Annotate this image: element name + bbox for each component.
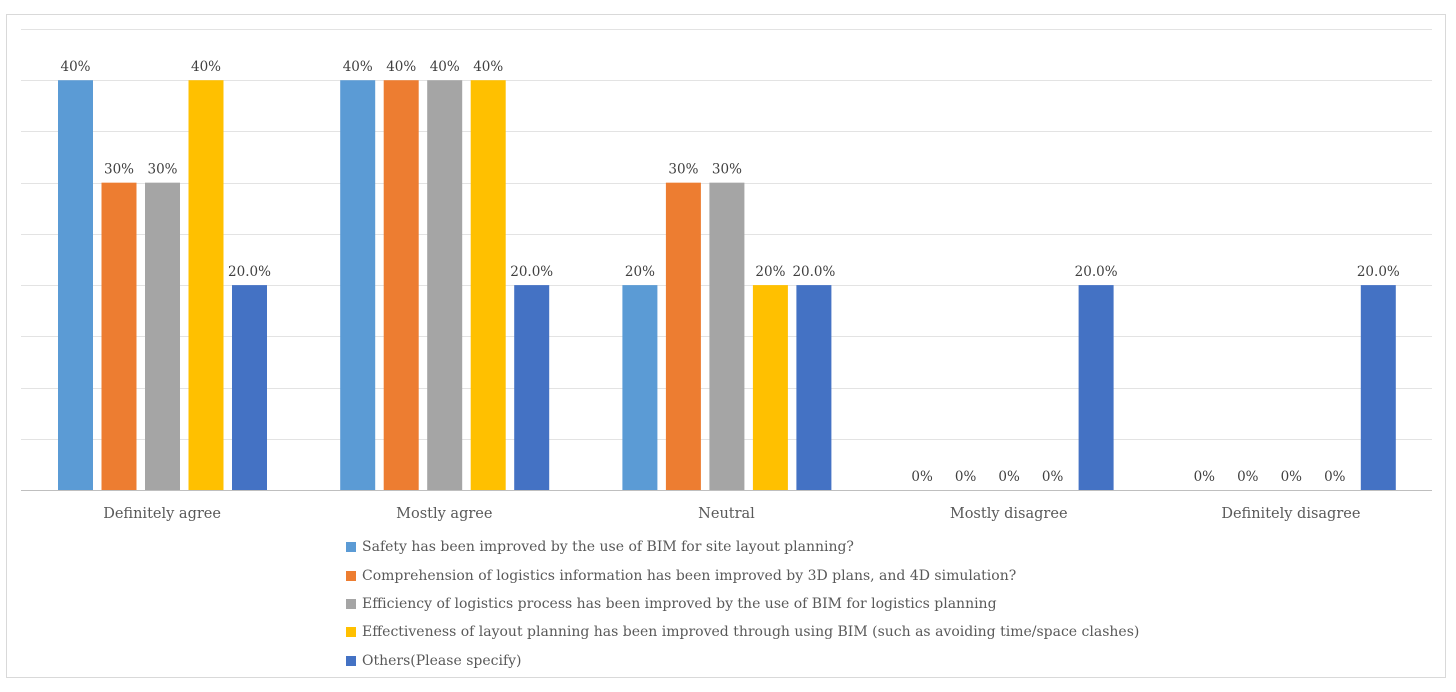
bar: [188, 80, 224, 490]
bar: [709, 182, 745, 490]
data-label: 0%: [955, 469, 977, 485]
data-label: 40%: [60, 59, 90, 75]
category-label: Neutral: [698, 506, 755, 522]
bar: [58, 80, 93, 490]
bar: [383, 80, 419, 490]
data-label: 20.0%: [1075, 264, 1118, 280]
data-label: 20.0%: [228, 264, 271, 280]
data-label: 30%: [147, 162, 177, 178]
bar: [1360, 285, 1396, 490]
data-label: 40%: [386, 59, 416, 75]
category-label: Definitely disagree: [1221, 506, 1360, 522]
bar: [514, 285, 550, 490]
legend-label: Others(Please specify): [362, 652, 522, 669]
category-label: Mostly agree: [396, 506, 492, 522]
category-label: Definitely agree: [103, 506, 221, 522]
bar: [665, 182, 701, 490]
chart-frame: [6, 14, 1446, 678]
data-label: 20.0%: [1357, 264, 1400, 280]
legend-label: Efficiency of logistics process has been…: [362, 595, 997, 612]
data-label: 20.0%: [792, 264, 835, 280]
legend-swatch: [346, 598, 356, 609]
data-label: 40%: [473, 59, 503, 75]
data-label: 20%: [625, 264, 655, 280]
data-label: 30%: [104, 162, 134, 178]
bar: [145, 182, 180, 490]
data-label: 0%: [1324, 469, 1346, 485]
data-label: 30%: [668, 162, 698, 178]
data-label: 0%: [1042, 469, 1064, 485]
bar: [101, 182, 137, 490]
data-label: 40%: [191, 59, 221, 75]
data-label: 0%: [1281, 469, 1303, 485]
category-label: Mostly disagree: [950, 506, 1068, 522]
chart-legend: Safety has been improved by the use of B…: [346, 533, 1139, 675]
bar: [752, 285, 788, 490]
data-label: 0%: [911, 469, 933, 485]
legend-label: Effectiveness of layout planning has bee…: [362, 624, 1140, 641]
bar: [622, 285, 658, 490]
bar: [1078, 285, 1114, 490]
legend-item: Safety has been improved by the use of B…: [346, 533, 1139, 561]
data-label: 30%: [712, 162, 742, 178]
bar: [232, 285, 267, 490]
data-label: 0%: [998, 469, 1020, 485]
legend-swatch: [346, 570, 356, 581]
legend-swatch: [346, 542, 356, 553]
legend-item: Effectiveness of layout planning has bee…: [346, 618, 1139, 646]
legend-item: Others(Please specify): [346, 647, 1139, 675]
bar: [340, 80, 376, 490]
data-label: 20.0%: [510, 264, 553, 280]
bar: [427, 80, 463, 490]
data-label: 20%: [755, 264, 785, 280]
legend-label: Comprehension of logistics information h…: [362, 567, 1017, 584]
bar: [796, 285, 832, 490]
legend-label: Safety has been improved by the use of B…: [362, 539, 854, 556]
legend-item: Efficiency of logistics process has been…: [346, 590, 1139, 618]
legend-item: Comprehension of logistics information h…: [346, 561, 1139, 589]
data-label: 40%: [430, 59, 460, 75]
data-label: 40%: [343, 59, 373, 75]
bar: [470, 80, 506, 490]
data-label: 0%: [1237, 469, 1259, 485]
data-label: 0%: [1194, 469, 1216, 485]
legend-swatch: [346, 655, 356, 666]
legend-swatch: [346, 627, 356, 638]
